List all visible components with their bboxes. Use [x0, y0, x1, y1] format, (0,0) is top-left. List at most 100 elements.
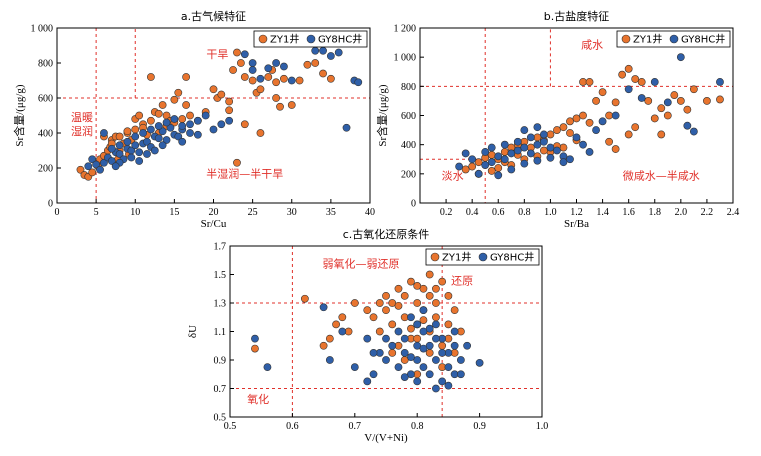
data-point: [450, 327, 459, 336]
data-point: [456, 370, 465, 379]
data-point: [461, 165, 470, 174]
data-point: [280, 62, 288, 71]
data-point: [240, 50, 249, 59]
data-point: [319, 46, 327, 55]
data-point: [425, 291, 434, 300]
data-point: [332, 320, 340, 329]
data-point: [663, 111, 672, 120]
data-point: [174, 88, 183, 97]
data-point: [566, 117, 574, 126]
x-tick-label: 30: [287, 207, 297, 218]
data-point: [193, 116, 202, 125]
data-point: [425, 348, 434, 357]
data-point: [154, 109, 163, 118]
data-point: [217, 120, 226, 129]
data-point: [533, 140, 542, 149]
data-point: [438, 348, 447, 357]
data-point: [363, 334, 372, 343]
data-point: [579, 78, 587, 86]
data-point: [111, 162, 120, 171]
data-point: [598, 88, 607, 97]
x-axis-title: Sr/Ba: [564, 218, 589, 230]
data-point: [572, 114, 581, 123]
data-point: [280, 74, 288, 83]
data-point: [413, 320, 422, 329]
data-point: [300, 294, 309, 303]
data-point: [131, 125, 140, 134]
data-point: [461, 149, 470, 158]
data-point: [500, 140, 509, 149]
y-tick-label: 1.1: [214, 327, 227, 338]
data-point: [631, 123, 640, 132]
data-point: [115, 150, 124, 158]
data-point: [319, 341, 328, 350]
legend-marker-zy1: [430, 252, 440, 262]
y-tick-label: 1 000: [31, 24, 54, 35]
data-point: [432, 320, 440, 329]
data-point: [520, 126, 529, 134]
data-point: [154, 134, 163, 143]
data-point: [388, 320, 397, 329]
data-point: [539, 146, 548, 155]
data-point: [178, 137, 187, 146]
data-point: [413, 281, 422, 290]
data-point: [716, 78, 724, 86]
region-label: 氧化: [247, 392, 269, 406]
data-point: [553, 126, 561, 134]
data-point: [150, 146, 159, 155]
x-tick-label: 0.7: [349, 421, 362, 432]
data-point: [363, 377, 372, 386]
data-point: [382, 306, 390, 315]
data-point: [624, 130, 633, 139]
data-point: [233, 48, 241, 57]
data-point: [100, 129, 108, 137]
data-point: [248, 76, 257, 85]
data-point: [264, 64, 273, 73]
data-point: [425, 370, 434, 379]
data-point: [240, 73, 249, 81]
data-point: [311, 59, 320, 67]
data-point: [605, 111, 614, 120]
data-point: [500, 148, 509, 156]
data-point: [683, 105, 692, 114]
data-point: [135, 148, 144, 157]
data-point: [579, 111, 587, 120]
data-point: [400, 291, 409, 300]
data-point: [400, 373, 409, 381]
data-point: [663, 98, 672, 107]
data-point: [251, 344, 259, 353]
y-tick-label: 0.7: [214, 384, 227, 395]
data-point: [225, 106, 234, 115]
data-point: [146, 73, 155, 81]
data-point: [474, 169, 483, 178]
data-point: [240, 120, 249, 129]
data-point: [676, 53, 685, 62]
x-tick-label: 0.6: [492, 207, 505, 218]
data-point: [209, 85, 218, 94]
data-point: [425, 324, 434, 333]
data-point: [264, 73, 273, 81]
data-point: [432, 334, 440, 343]
region-label: 咸水: [581, 38, 603, 51]
data-point: [533, 123, 542, 132]
data-point: [456, 356, 465, 364]
data-point: [413, 299, 422, 307]
data-point: [342, 123, 351, 132]
data-point: [611, 111, 620, 120]
data-point: [154, 122, 163, 130]
legend-label-zy1: ZY1井: [442, 251, 471, 264]
y-tick-label: 800: [38, 59, 53, 70]
data-point: [363, 306, 372, 315]
data-point: [585, 148, 594, 156]
y-tick-label: 400: [38, 129, 53, 140]
data-point: [382, 334, 390, 343]
data-point: [585, 78, 594, 86]
x-axis-title: V/(V+Ni): [364, 432, 408, 444]
x-tick-label: 2.0: [675, 207, 688, 218]
y-tick-label: 600: [401, 111, 416, 122]
data-point: [579, 140, 587, 149]
data-point: [507, 149, 516, 158]
data-point: [135, 111, 144, 120]
